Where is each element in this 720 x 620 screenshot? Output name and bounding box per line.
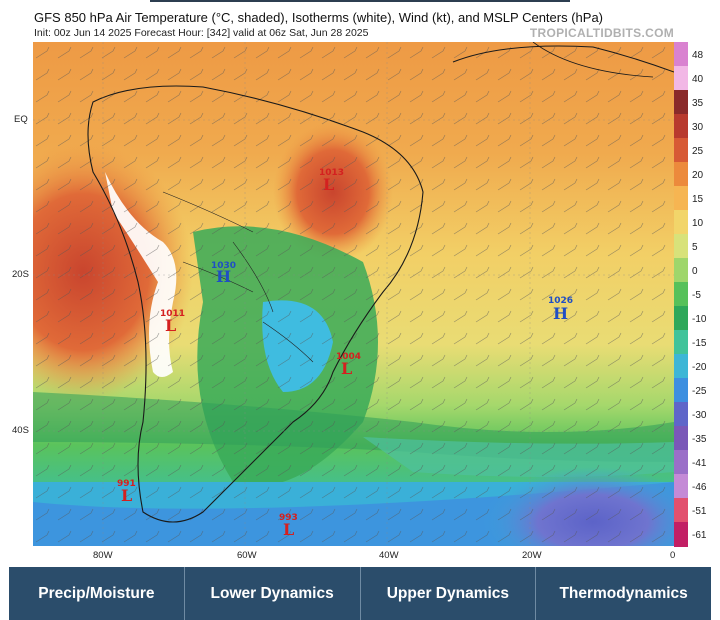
colorbar-segment (674, 90, 688, 115)
colorbar-label: -46 (692, 482, 707, 493)
colorbar-label: -51 (692, 506, 707, 517)
pressure-center-l-993: 993 L (279, 513, 298, 539)
pressure-center-h-1026: 1026 H (548, 296, 573, 323)
colorbar-segment (674, 138, 688, 163)
colorbar-segment (674, 66, 688, 91)
colorbar-label: -5 (692, 290, 701, 301)
lon-label-20w: 20W (522, 550, 542, 561)
colorbar-segment (674, 282, 688, 307)
colorbar-label: 40 (692, 74, 704, 85)
center-value: 1030 (211, 261, 236, 271)
colorbar-segment (674, 378, 688, 403)
colorbar-segment (674, 210, 688, 235)
pressure-center-l-1004: 1004 L (336, 352, 361, 378)
center-value: 1013 (319, 168, 344, 178)
colorbar-segment (674, 186, 688, 211)
header: GFS 850 hPa Air Temperature (°C, shaded)… (0, 0, 720, 42)
map-canvas: 1013 L 1030 H 1011 L 1026 H 1004 L 991 L… (33, 42, 674, 546)
center-letter: L (283, 520, 294, 539)
lon-label-40w: 40W (379, 550, 399, 561)
lat-label-eq: EQ (14, 114, 28, 125)
colorbar-label: 48 (692, 50, 704, 61)
colorbar-label: -61 (692, 530, 707, 541)
center-value: 993 (279, 513, 298, 523)
colorbar-label: -10 (692, 314, 707, 325)
center-value: 991 (117, 479, 136, 489)
nav-bar: Precip/Moisture Lower Dynamics Upper Dyn… (9, 567, 711, 620)
center-letter: H (216, 267, 231, 286)
center-letter: H (553, 304, 568, 323)
colorbar-segment (674, 426, 688, 451)
nav-precip-moisture[interactable]: Precip/Moisture (9, 567, 185, 620)
colorbar-label: 10 (692, 218, 704, 229)
site-watermark[interactable]: TROPICALTIDBITS.COM (529, 26, 674, 40)
center-letter: L (341, 359, 352, 378)
colorbar-label: 0 (692, 266, 698, 277)
colorbar-label: -20 (692, 362, 707, 373)
colorbar-segment (674, 354, 688, 379)
pressure-center-h-1030: 1030 H (211, 261, 236, 286)
colorbar-label: -15 (692, 338, 707, 349)
center-value: 1011 (160, 309, 185, 319)
temperature-map: 1013 L 1030 H 1011 L 1026 H 1004 L 991 L… (33, 42, 674, 546)
lat-label-40s: 40S (12, 425, 29, 436)
colorbar-label: 20 (692, 170, 704, 181)
center-letter: L (121, 486, 132, 505)
colorbar-label: -25 (692, 386, 707, 397)
lon-label-0: 0 (670, 550, 676, 561)
center-value: 1026 (548, 296, 573, 306)
pressure-center-l-991: 991 L (117, 479, 136, 505)
top-rule (150, 0, 570, 2)
colorbar-label: -35 (692, 434, 707, 445)
center-value: 1004 (336, 352, 361, 362)
pressure-center-l-1011: 1011 L (160, 309, 185, 335)
colorbar-segment (674, 162, 688, 187)
colorbar-segment (674, 258, 688, 283)
colorbar (674, 42, 688, 547)
colorbar-segment (674, 474, 688, 499)
nav-upper-dynamics[interactable]: Upper Dynamics (361, 567, 537, 620)
colorbar-segment (674, 498, 688, 523)
colorbar-segment (674, 402, 688, 427)
map-title: GFS 850 hPa Air Temperature (°C, shaded)… (34, 10, 603, 25)
colorbar-label: 25 (692, 146, 704, 157)
map-subtitle: Init: 00z Jun 14 2025 Forecast Hour: [34… (34, 27, 369, 39)
colorbar-label: 30 (692, 122, 704, 133)
colorbar-segment (674, 42, 688, 67)
colorbar-segment (674, 330, 688, 355)
center-letter: L (323, 175, 334, 194)
colorbar-segment (674, 234, 688, 259)
colorbar-segment (674, 114, 688, 139)
nav-thermodynamics[interactable]: Thermodynamics (559, 584, 688, 602)
colorbar-label: 35 (692, 98, 704, 109)
lat-label-20s: 20S (12, 269, 29, 280)
colorbar-label: 5 (692, 242, 698, 253)
colorbar-segment (674, 450, 688, 475)
nav-lower-dynamics[interactable]: Lower Dynamics (185, 567, 361, 620)
colorbar-segment (674, 306, 688, 331)
colorbar-label: -41 (692, 458, 707, 469)
pressure-center-l-1013: 1013 L (319, 168, 344, 194)
colorbar-label: -30 (692, 410, 707, 421)
lon-label-80w: 80W (93, 550, 113, 561)
center-letter: L (165, 316, 176, 335)
colorbar-label: 15 (692, 194, 704, 205)
colorbar-segment (674, 522, 688, 547)
lon-label-60w: 60W (237, 550, 257, 561)
